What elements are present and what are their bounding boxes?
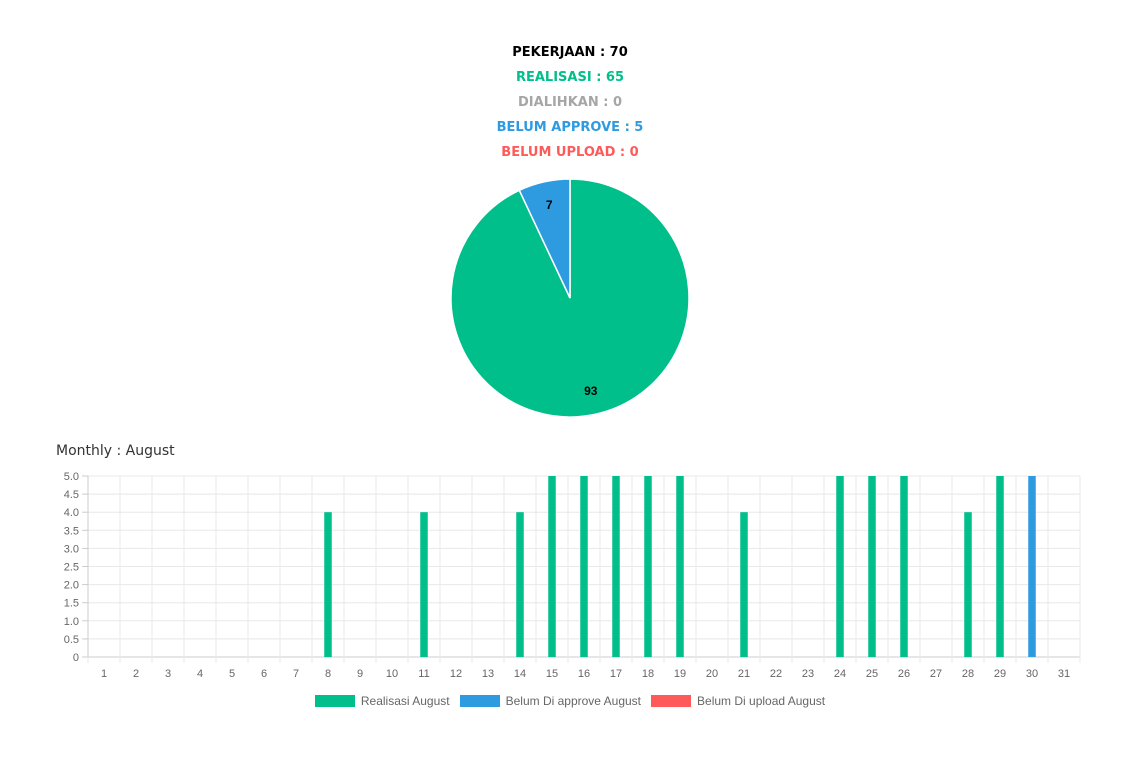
legend-swatch-belum-upload [651,695,692,707]
x-tick-label: 26 [898,668,910,680]
x-tick-label: 11 [418,668,429,680]
bar-0-28 [964,512,972,657]
x-tick-label: 7 [293,668,299,680]
x-tick-label: 16 [578,668,590,680]
bar-0-18 [644,476,652,657]
legend-item-belum-upload[interactable]: Belum Di upload August [651,694,825,708]
x-tick-label: 8 [325,668,331,680]
belum-approve-total: BELUM APPROVE : 5 [496,120,644,135]
legend-swatch-realisasi [314,695,355,707]
bar-0-26 [900,476,908,657]
y-tick-label: 3.0 [64,543,79,555]
x-tick-label: 31 [1058,668,1070,680]
x-tick-label: 9 [357,668,363,680]
x-tick-label: 1 [101,668,107,680]
dialihkan-total: DIALIHKAN : 0 [518,95,622,110]
x-tick-label: 27 [930,668,942,680]
bar-0-11 [420,512,428,657]
legend-swatch-belum-approve [459,695,500,707]
y-tick-label: 2.0 [64,580,79,592]
y-tick-label: 2.5 [64,562,79,574]
x-tick-label: 23 [802,668,814,680]
bar-chart-legend: Realisasi August Belum Di approve August… [0,694,1140,708]
legend-label-belum-upload: Belum Di upload August [697,694,826,708]
x-tick-label: 29 [994,668,1006,680]
monthly-bar-chart: 00.51.01.52.02.53.03.54.04.55.01 2 3 4 5 6 7 8 9… [64,471,1081,680]
x-tick-label: 19 [674,668,686,680]
bar-0-25 [868,476,876,657]
y-tick-label: 1.0 [64,616,79,628]
x-tick-label: 5 [229,668,235,680]
bar-0-14 [516,512,524,657]
bar-0-15 [548,476,556,657]
y-tick-label: 0 [73,652,79,664]
bar-0-17 [612,476,620,657]
pie-chart: 93 7 [450,178,690,418]
bar-0-8 [324,512,332,657]
pie-slice-label-0: 93 [584,384,598,398]
x-tick-label: 22 [770,668,782,680]
bar-0-21 [740,512,748,657]
x-tick-label: 28 [962,668,974,680]
realisasi-total: REALISASI : 65 [515,70,625,85]
x-tick-label: 30 [1026,668,1038,680]
x-tick-label: 25 [866,668,878,680]
pie-slice-label-1: 7 [546,198,553,212]
x-tick-label: 21 [738,668,750,680]
pekerjaan-total: PEKERJAAN : 70 [512,45,628,60]
x-tick-label: 24 [834,668,846,680]
belum-upload-total: BELUM UPLOAD : 0 [501,145,639,160]
bar-1-30 [1028,476,1036,657]
x-tick-label: 13 [482,668,494,680]
x-tick-label: 17 [610,668,622,680]
y-tick-label: 3.5 [64,525,79,537]
y-tick-label: 4.5 [64,489,79,501]
x-tick-label: 12 [450,668,462,680]
x-tick-label: 14 [514,668,526,680]
monthly-chart-title: Monthly : August [56,443,175,459]
summary-panel: PEKERJAAN : 70 REALISASI : 65 DIALIHKAN … [0,40,1140,165]
x-tick-label: 4 [197,668,203,680]
x-tick-label: 10 [386,668,398,680]
y-tick-label: 1.5 [64,598,79,610]
x-tick-label: 2 [133,668,139,680]
legend-label-realisasi: Realisasi August [360,694,450,708]
bar-0-24 [836,476,844,657]
x-tick-label: 15 [546,668,558,680]
legend-item-realisasi[interactable]: Realisasi August [314,694,450,708]
legend-item-belum-approve[interactable]: Belum Di approve August [459,694,642,708]
x-tick-label: 20 [706,668,718,680]
pie-slice-1 [518,178,571,299]
x-tick-label: 18 [642,668,654,680]
bar-0-29 [996,476,1004,657]
x-tick-label: 3 [165,668,171,680]
x-tick-label: 6 [261,668,267,680]
legend-label-belum-approve: Belum Di approve August [505,694,642,708]
y-tick-label: 4.0 [64,507,79,519]
y-tick-label: 5.0 [64,471,79,483]
bar-0-19 [676,476,684,657]
bar-0-16 [580,476,588,657]
y-tick-label: 0.5 [64,634,79,646]
